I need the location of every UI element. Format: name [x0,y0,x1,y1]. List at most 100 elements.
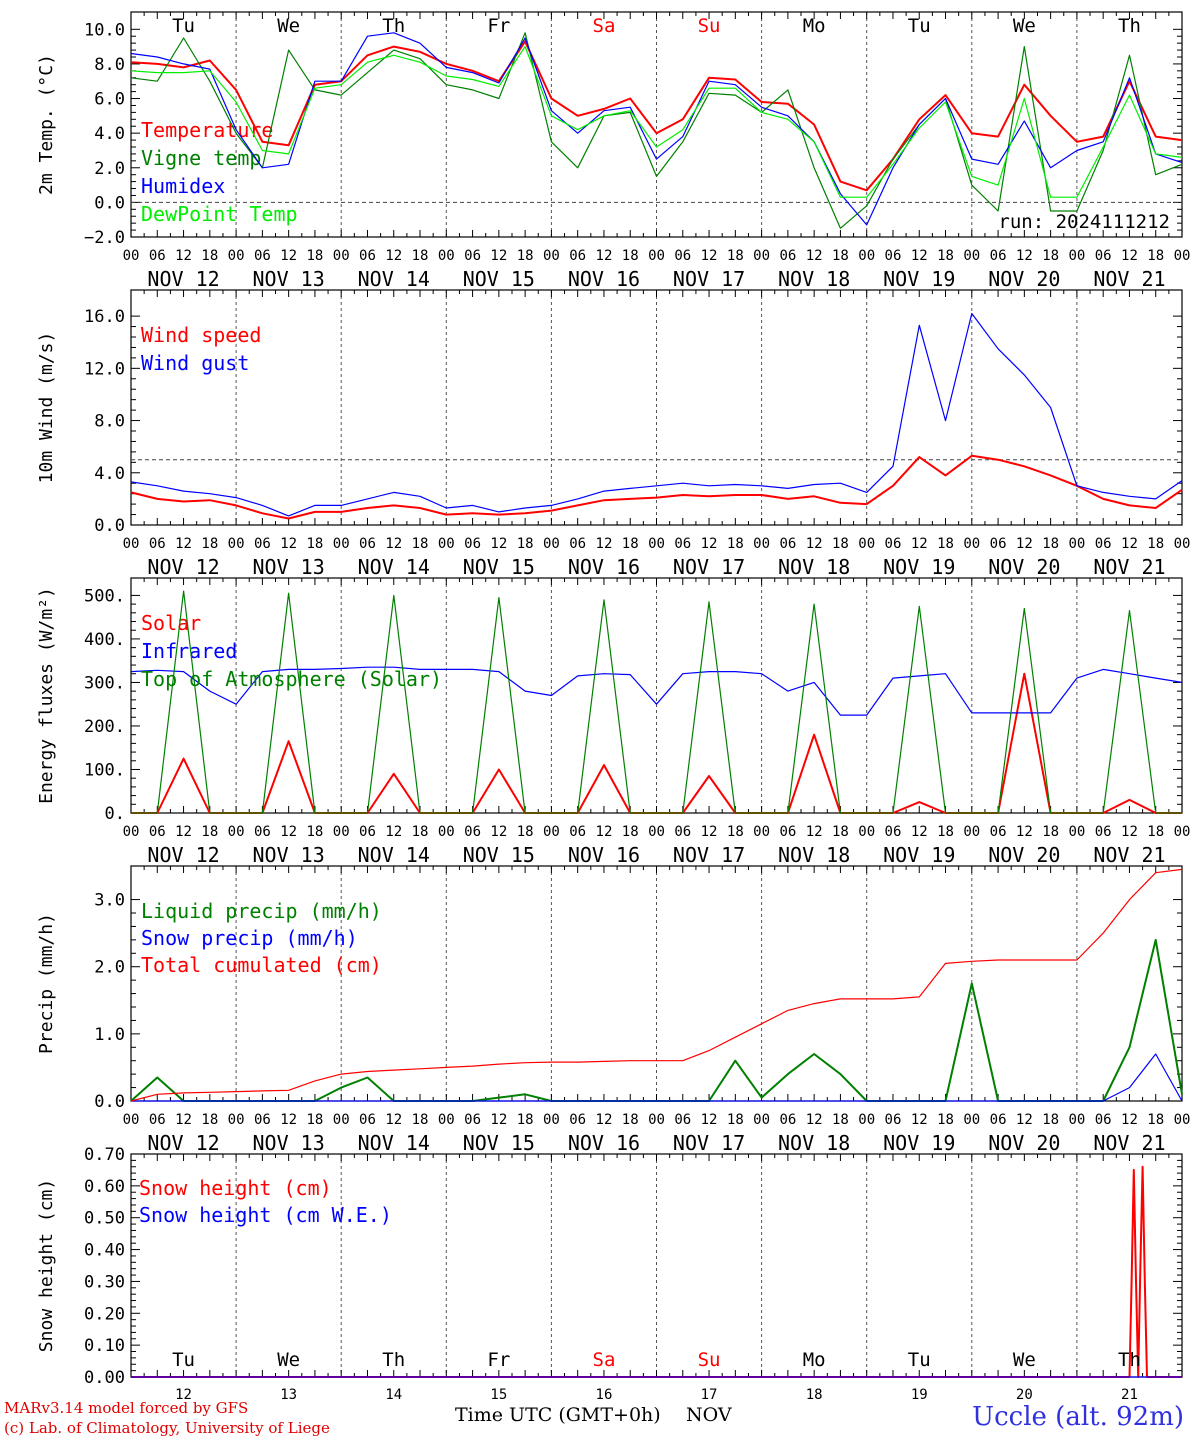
y-tick-label: 100. [84,760,125,780]
legend-entry: Total cumulated (cm) [141,953,382,977]
hour-label: 12 [175,248,192,264]
hour-label: 00 [333,248,350,264]
hour-label: 18 [517,824,534,840]
hour-label: 06 [990,824,1007,840]
y-tick-label: 1.0 [94,1025,125,1045]
hour-label: 12 [806,1112,823,1128]
hour-label: 18 [1147,1112,1164,1128]
x-axis-month: NOV [686,1404,732,1426]
hour-label: 18 [832,536,849,552]
y-tick-label: 0. [105,804,125,824]
hour-label: 18 [201,824,218,840]
hour-label: 12 [1016,248,1033,264]
legend-entry: Liquid precip (mm/h) [141,899,382,923]
y-axis-title: Snow height (cm) [36,1179,57,1352]
hour-label: 12 [1016,1112,1033,1128]
hour-label: 00 [858,1112,875,1128]
y-tick-label: 3.0 [94,891,125,911]
hour-label: 00 [1174,824,1191,840]
hour-label: 12 [1121,248,1138,264]
date-label: NOV 14 [358,1131,430,1155]
hour-label: 06 [569,1112,586,1128]
hour-label: 06 [464,248,481,264]
hour-label: 12 [911,1112,928,1128]
date-label: NOV 12 [147,843,219,867]
hour-label: 00 [1174,248,1191,264]
hour-label: 18 [622,824,639,840]
hour-label: 06 [674,536,691,552]
date-label: NOV 16 [568,555,640,579]
hour-label: 18 [201,1112,218,1128]
hour-label: 06 [359,824,376,840]
day-number-label: 18 [806,1387,823,1403]
hour-label: 18 [727,536,744,552]
y-tick-label: 0.20 [84,1304,125,1324]
hour-label: 12 [385,248,402,264]
hour-label: 18 [1042,824,1059,840]
hour-label: 12 [280,1112,297,1128]
legend-entry: DewPoint Temp [141,202,298,226]
weekday-label: Th [1118,1349,1141,1371]
date-label: NOV 19 [883,267,955,291]
hour-label: 12 [596,824,613,840]
hour-label: 12 [701,248,718,264]
y-axis-title: 10m Wind (m/s) [36,332,57,484]
hour-label: 18 [306,1112,323,1128]
y-tick-label: 10.0 [84,20,125,40]
hour-label: 00 [1068,1112,1085,1128]
hour-label: 12 [911,536,928,552]
hour-label: 18 [937,1112,954,1128]
y-axis-title: 2m Temp. (°C) [36,54,57,195]
day-number-label: 12 [175,1387,192,1403]
hour-label: 12 [806,824,823,840]
legend-entry: Wind gust [141,351,249,375]
date-label: NOV 21 [1093,843,1165,867]
y-tick-label: 12.0 [84,359,125,379]
hour-label: 12 [806,536,823,552]
date-label: NOV 20 [988,843,1060,867]
date-label: NOV 21 [1093,267,1165,291]
y-tick-label: 0.0 [94,516,125,536]
hour-label: 06 [464,824,481,840]
hour-label: 06 [464,536,481,552]
y-tick-label: 400. [84,630,125,650]
hour-label: 12 [280,248,297,264]
hour-label: 18 [622,536,639,552]
hour-label: 12 [490,536,507,552]
weekday-label: Mo [803,15,826,37]
hour-label: 06 [359,536,376,552]
hour-label: 12 [1016,536,1033,552]
y-tick-label: 300. [84,673,125,693]
y-tick-label: 0.50 [84,1209,125,1229]
hour-label: 06 [885,824,902,840]
day-number-label: 21 [1121,1387,1138,1403]
date-label: NOV 12 [147,267,219,291]
date-label: NOV 15 [463,267,535,291]
hour-label: 06 [885,1112,902,1128]
hour-label: 12 [280,536,297,552]
hour-label: 18 [622,248,639,264]
y-tick-label: 0.30 [84,1272,125,1292]
series-line-total-cumulated-cm- [130,868,1183,1102]
legend-entry: Top of Atmosphere (Solar) [141,667,442,691]
hour-label: 00 [753,1112,770,1128]
hour-label: 00 [123,1112,140,1128]
weekday-label: We [277,15,300,37]
hour-label: 00 [228,824,245,840]
date-label: NOV 18 [778,843,850,867]
y-tick-label: 4.0 [94,464,125,484]
legend-entry: Humidex [141,174,225,198]
hour-label: 00 [753,536,770,552]
date-label: NOV 13 [253,555,325,579]
legend-entry: Wind speed [141,323,261,347]
hour-label: 18 [517,248,534,264]
weekday-label: Tu [908,15,931,37]
hour-label: 06 [149,824,166,840]
chart-panel-3: 0. 100. 200. 300. 400. 500. Energy fluxes (W/m… [36,577,1191,867]
chart-panel-1: −2.0 0.0 2.0 4.0 6.0 8.0 10.0 2m Temp. (°C) Temp… [36,11,1191,291]
series-line-wind-speed [130,454,1183,520]
hour-label: 00 [438,824,455,840]
day-number-label: 20 [1016,1387,1033,1403]
hour-label: 18 [937,248,954,264]
y-tick-label: 500. [84,586,125,606]
